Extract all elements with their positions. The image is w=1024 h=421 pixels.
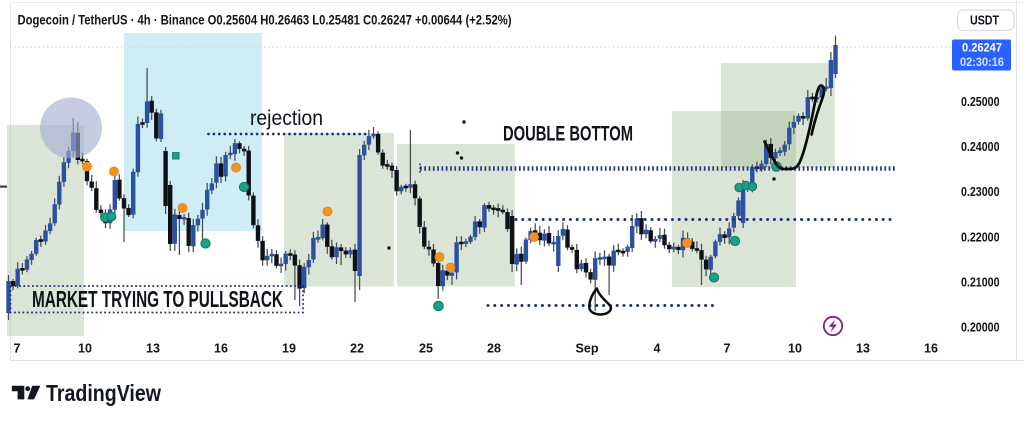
- svg-text:0.21000: 0.21000: [961, 275, 1000, 289]
- svg-text:0.23000: 0.23000: [961, 185, 1000, 199]
- svg-text:USDT: USDT: [970, 14, 999, 28]
- svg-text:28: 28: [487, 342, 501, 356]
- svg-text:10: 10: [78, 342, 92, 356]
- svg-text:rejection: rejection: [250, 107, 323, 130]
- svg-text:02:30:16: 02:30:16: [960, 55, 1004, 69]
- svg-text:0.20000: 0.20000: [961, 321, 1000, 335]
- svg-text:DOUBLE BOTTOM: DOUBLE BOTTOM: [503, 123, 633, 146]
- svg-text:4: 4: [654, 342, 661, 356]
- svg-text:13: 13: [146, 342, 160, 356]
- svg-text:22: 22: [350, 342, 364, 356]
- svg-text:0.22000: 0.22000: [961, 230, 1000, 244]
- svg-text:MARKET TRYING TO PULLSBACK: MARKET TRYING TO PULLSBACK: [32, 286, 283, 312]
- svg-text:0.25000: 0.25000: [961, 95, 1000, 109]
- svg-text:16: 16: [924, 342, 938, 356]
- svg-text:16: 16: [214, 342, 228, 356]
- svg-text:7: 7: [724, 342, 731, 356]
- svg-text:10: 10: [788, 342, 802, 356]
- svg-text:13: 13: [856, 342, 870, 356]
- svg-text:25: 25: [419, 342, 433, 356]
- svg-text:0.24000: 0.24000: [961, 140, 1000, 154]
- svg-text:Dogecoin / TetherUS · 4h · Bin: Dogecoin / TetherUS · 4h · Binance O0.25…: [18, 12, 512, 28]
- svg-text:19: 19: [282, 342, 296, 356]
- svg-text:Sep: Sep: [576, 342, 599, 356]
- svg-text:7: 7: [14, 342, 21, 356]
- svg-text:0.26247: 0.26247: [962, 41, 1002, 55]
- svg-text:TradingView: TradingView: [46, 380, 161, 406]
